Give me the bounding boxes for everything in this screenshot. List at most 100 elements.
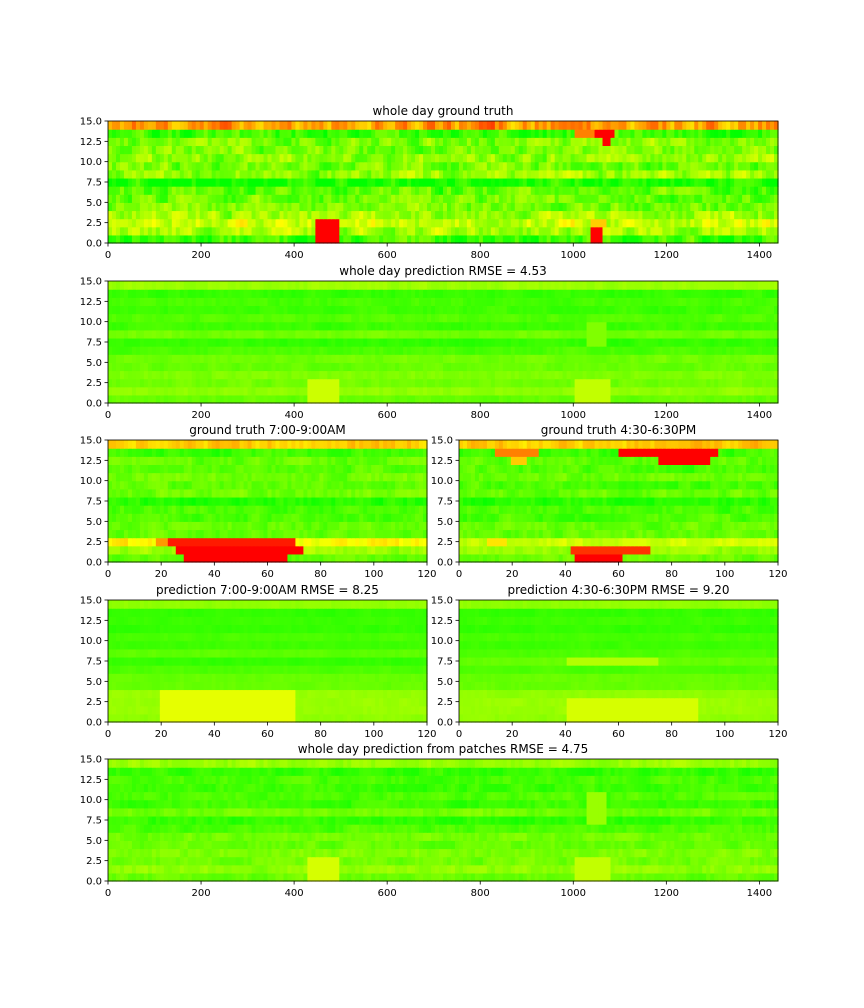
heatmap-cell	[510, 313, 516, 323]
heatmap-cell	[199, 121, 205, 130]
heatmap-cell	[586, 346, 592, 355]
heatmap-cell	[139, 121, 145, 130]
heatmap-cell	[151, 305, 157, 315]
heatmap-cell	[454, 305, 460, 315]
heatmap-cell	[486, 210, 492, 220]
heatmap-cell	[175, 346, 181, 355]
heatmap-cell	[267, 346, 273, 355]
heatmap-cell	[235, 378, 241, 388]
heatmap-cell	[486, 121, 492, 130]
heatmap-cell	[450, 362, 456, 372]
heatmap-cell	[351, 305, 356, 315]
heatmap-cell	[646, 137, 651, 146]
heatmap-cell	[666, 226, 671, 236]
heatmap-cell	[582, 337, 588, 347]
heatmap-cell	[490, 378, 496, 388]
heatmap-cell	[367, 394, 372, 404]
heatmap-cell	[399, 218, 404, 228]
heatmap-cell	[634, 289, 640, 298]
heatmap-cell	[287, 137, 293, 146]
heatmap-cell	[379, 194, 384, 203]
heatmap-cell	[598, 202, 604, 212]
heatmap-cell	[295, 161, 301, 171]
heatmap-cell	[383, 354, 388, 363]
heatmap-cell	[610, 370, 616, 380]
heatmap-cell	[343, 386, 348, 396]
heatmap-cell	[267, 218, 273, 228]
heatmap-cell	[702, 321, 707, 331]
heatmap-cell	[674, 153, 679, 163]
heatmap-cell	[363, 129, 368, 138]
heatmap-cell	[135, 234, 141, 244]
heatmap-cell	[131, 218, 137, 228]
heatmap-cell	[155, 362, 161, 372]
heatmap-cell	[602, 321, 608, 331]
heatmap-cell	[167, 394, 173, 404]
heatmap-cell	[423, 177, 428, 187]
heatmap-cell	[439, 329, 444, 339]
heatmap-cell	[255, 210, 261, 220]
heatmap-cell	[626, 121, 632, 130]
heatmap-cell	[267, 161, 273, 171]
heatmap-cell	[714, 226, 719, 236]
heatmap-cell	[490, 145, 496, 155]
heatmap-cell	[335, 354, 340, 363]
heatmap-cell	[642, 305, 647, 315]
heatmap-cell	[562, 313, 568, 323]
heatmap-cell	[419, 289, 424, 298]
heatmap-cell	[343, 370, 348, 380]
heatmap-cell	[139, 145, 145, 155]
heatmap-cell	[355, 370, 360, 380]
heatmap-cell	[478, 121, 484, 130]
heatmap-cell	[423, 169, 428, 179]
heatmap-cell	[375, 153, 380, 163]
heatmap-cell	[159, 194, 165, 203]
heatmap-cell	[630, 394, 636, 404]
heatmap-cell	[343, 194, 348, 203]
heatmap-cell	[718, 186, 723, 195]
heatmap-cell	[123, 161, 129, 171]
heatmap-cell	[686, 386, 691, 396]
heatmap-cell	[371, 305, 376, 315]
heatmap-cell	[147, 177, 153, 187]
heatmap-cell	[155, 129, 161, 138]
heatmap-cell	[319, 129, 324, 138]
heatmap-cell	[163, 305, 169, 315]
heatmap-cell	[702, 354, 707, 363]
heatmap-cell	[123, 281, 129, 290]
heatmap-cell	[179, 354, 185, 363]
heatmap-cell	[243, 370, 249, 380]
heatmap-cell	[179, 329, 185, 339]
heatmap-cell	[470, 362, 476, 372]
heatmap-cell	[195, 281, 201, 290]
heatmap-cell	[450, 337, 456, 347]
heatmap-cell	[315, 210, 320, 220]
heatmap-cell	[478, 313, 484, 323]
heatmap-cell	[510, 218, 516, 228]
heatmap-cell	[606, 177, 612, 187]
heatmap-cell	[558, 394, 564, 404]
heatmap-cell	[602, 121, 608, 130]
heatmap-cell	[263, 378, 269, 388]
heatmap-cell	[562, 305, 568, 315]
heatmap-cell	[435, 129, 440, 138]
heatmap-cell	[654, 329, 659, 339]
heatmap-cell	[391, 234, 396, 244]
heatmap-cell	[135, 186, 141, 195]
heatmap-cell	[570, 313, 576, 323]
heatmap-cell	[502, 297, 508, 306]
heatmap-cell	[211, 305, 217, 315]
heatmap-cell	[415, 177, 420, 187]
heatmap-cell	[287, 129, 293, 138]
heatmap-cell	[526, 313, 532, 323]
heatmap-cell	[506, 137, 512, 146]
heatmap-cell	[586, 202, 592, 212]
heatmap-cell	[299, 129, 305, 138]
heatmap-cell	[542, 354, 548, 363]
heatmap-cell	[614, 354, 620, 363]
heatmap-cell	[622, 354, 628, 363]
heatmap-cell	[502, 337, 508, 347]
heatmap-cell	[335, 289, 340, 298]
heatmap-cell	[123, 210, 129, 220]
heatmap-cell	[470, 210, 476, 220]
